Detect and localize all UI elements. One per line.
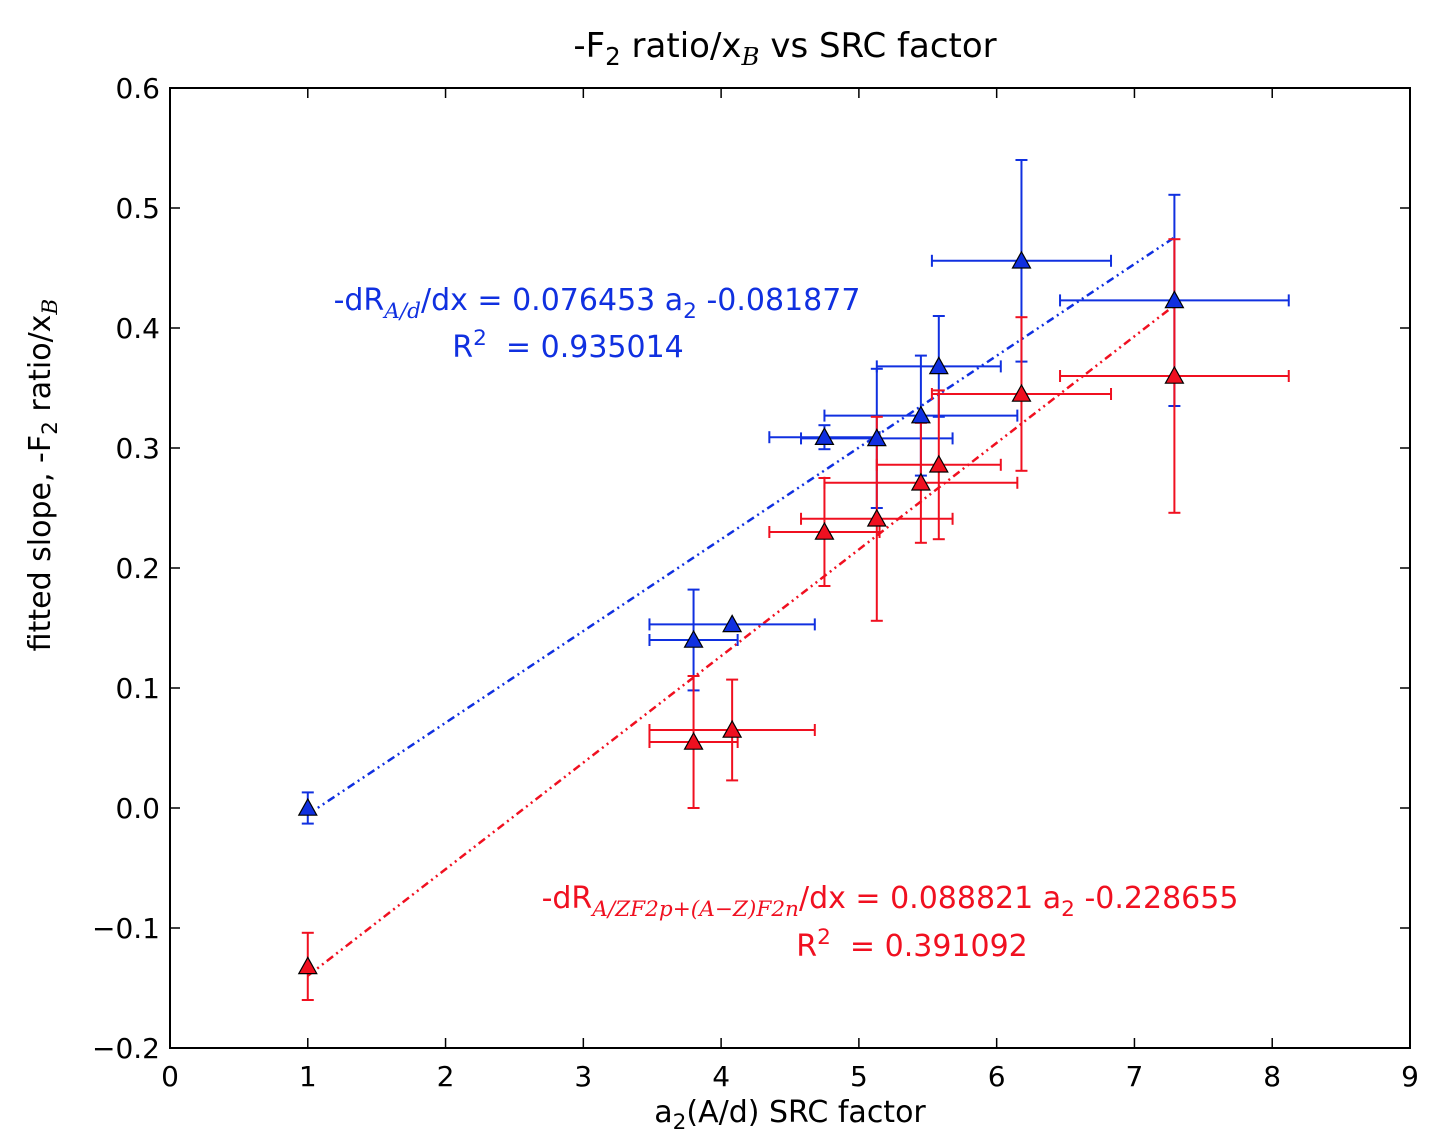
triangle-marker [928, 356, 949, 375]
triangle-marker [683, 629, 704, 648]
axis-tick-labels: 0 1 2 3 4 5 6 7 8 9 −0.2 −0.1 0.0 0.1 0.2 0.3 0.4 0.5 0.6 [92, 72, 1419, 1093]
y-tick-label: −0.1 [92, 912, 160, 945]
triangle-marker [1011, 250, 1032, 269]
x-tick-label: 4 [712, 1060, 730, 1093]
axis-ticks [169, 87, 1411, 1049]
triangle-marker [1011, 383, 1032, 402]
blue-fit-equation: -dRA/d/dx = 0.076453 a2 -0.081877 [334, 283, 861, 324]
triangle-marker [910, 405, 931, 424]
y-tick-label: 0.3 [115, 432, 160, 465]
y-tick-label: 0.0 [115, 792, 160, 825]
x-tick-label: 2 [437, 1060, 455, 1093]
x-tick-label: 7 [1126, 1060, 1144, 1093]
red-fit-equation: -dRA/ZF2p+(A−Z)F2n/dx = 0.088821 a2 -0.2… [542, 881, 1239, 922]
data-markers [297, 250, 1185, 975]
triangle-marker [814, 521, 835, 540]
triangle-marker [1164, 290, 1185, 309]
x-tick-label: 8 [1263, 1060, 1281, 1093]
x-tick-label: 0 [161, 1060, 179, 1093]
chart-title: -F2 ratio/xB vs SRC factor [573, 26, 996, 71]
x-tick-label: 5 [850, 1060, 868, 1093]
triangle-marker [297, 797, 318, 816]
y-tick-label: 0.5 [115, 192, 160, 225]
y-axis-label: fitted slope, -F2 ratio/xB [23, 299, 63, 652]
x-tick-label: 6 [988, 1060, 1006, 1093]
triangle-marker [866, 508, 887, 527]
blue-r-squared: R2 = 0.935014 [452, 326, 684, 365]
triangle-marker [928, 454, 949, 473]
fit-line-0 [307, 236, 1176, 816]
triangle-marker [814, 426, 835, 445]
x-tick-label: 3 [574, 1060, 592, 1093]
y-tick-label: 0.2 [115, 552, 160, 585]
x-tick-label: 1 [299, 1060, 317, 1093]
y-tick-label: 0.6 [115, 72, 160, 105]
y-tick-label: −0.2 [92, 1032, 160, 1065]
triangle-marker [1164, 365, 1185, 384]
triangle-marker [297, 956, 318, 975]
x-tick-label: 9 [1401, 1060, 1419, 1093]
fit-line-1 [307, 304, 1176, 977]
y-tick-label: 0.4 [115, 312, 160, 345]
triangle-marker [683, 731, 704, 750]
triangle-marker [866, 428, 887, 447]
y-tick-label: 0.1 [115, 672, 160, 705]
red-r-squared: R2 = 0.391092 [796, 925, 1028, 964]
triangle-marker [722, 614, 743, 633]
triangle-marker [910, 472, 931, 491]
fit-lines [307, 236, 1176, 977]
x-axis-label: a2(A/d) SRC factor [654, 1095, 926, 1135]
triangle-marker [722, 719, 743, 738]
